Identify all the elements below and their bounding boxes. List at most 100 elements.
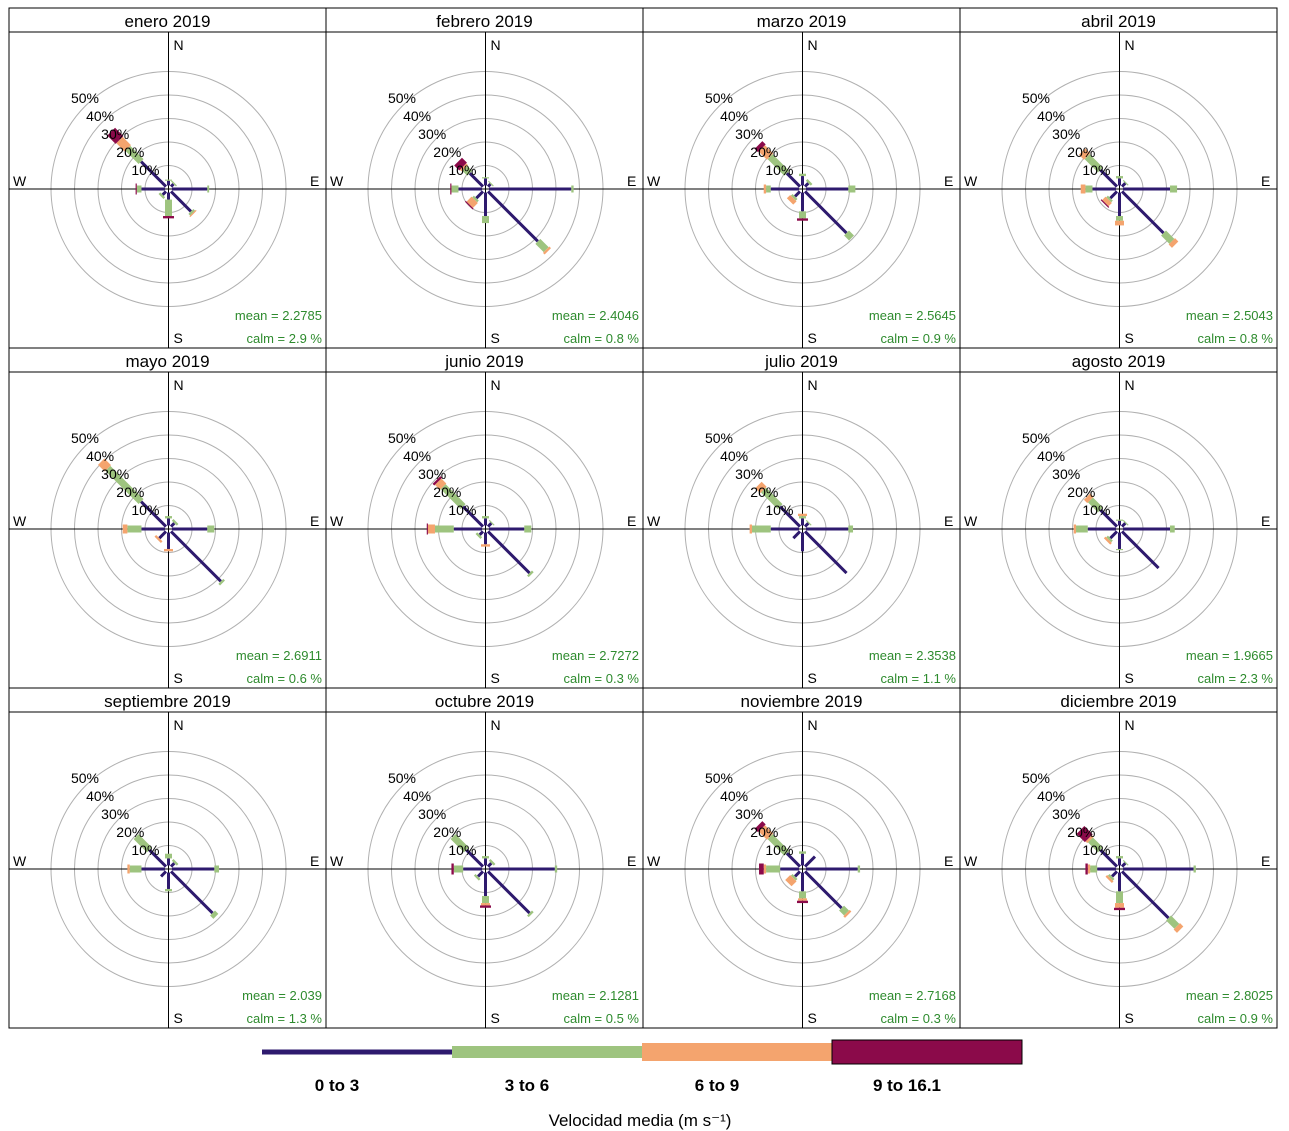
rose-segment bbox=[1120, 190, 1165, 235]
rose-segment bbox=[169, 862, 176, 868]
rose-segment bbox=[169, 870, 214, 915]
radial-tick-label: 20% bbox=[116, 484, 144, 500]
wind-rose-panel: agosto 2019 N S W E 10% 20% 30% 40% 50% mean = 1.9… bbox=[959, 347, 1278, 689]
rose-segment bbox=[1078, 148, 1091, 160]
direction-label-n: N bbox=[1125, 717, 1135, 733]
rose-segment bbox=[454, 157, 467, 171]
radial-tick-label: 40% bbox=[403, 108, 431, 124]
panel-strip bbox=[8, 687, 327, 713]
rose-segment bbox=[462, 165, 473, 176]
direction-label-n: N bbox=[808, 377, 818, 393]
rose-segment bbox=[432, 476, 443, 486]
radial-tick-label: 30% bbox=[1052, 806, 1080, 822]
rose-segment bbox=[803, 190, 848, 235]
rose-segment bbox=[1161, 230, 1175, 244]
rose-segment bbox=[154, 534, 163, 543]
radial-tick-label: 50% bbox=[1022, 430, 1050, 446]
calm-label: calm = 0.3 % bbox=[880, 1011, 956, 1026]
direction-label-s: S bbox=[1125, 670, 1134, 686]
rose-segment bbox=[1102, 196, 1112, 207]
panel-plot-area: N S W E 10% 20% 30% 40% 50% mean = 2.8025 calm = 0… bbox=[960, 712, 1277, 1028]
rose-segment bbox=[475, 532, 483, 539]
rose-segment bbox=[803, 870, 843, 910]
radial-tick-label: 20% bbox=[433, 144, 461, 160]
radial-tick-label: 20% bbox=[750, 824, 778, 840]
radial-tick-label: 10% bbox=[448, 842, 476, 858]
radial-tick-label: 20% bbox=[116, 144, 144, 160]
rose-segment bbox=[189, 209, 197, 218]
mean-label: mean = 2.3538 bbox=[869, 648, 956, 663]
panel-plot-area: N S W E 10% 20% 30% 40% 50% mean = 2.4046 calm = 0… bbox=[326, 32, 643, 348]
rose-segment bbox=[779, 505, 802, 528]
legend-title: Velocidad media (m s⁻¹) bbox=[549, 1111, 732, 1130]
calm-label: calm = 1.3 % bbox=[246, 1011, 322, 1026]
calm-label: calm = 0.9 % bbox=[1197, 1011, 1273, 1026]
wind-rose-panel: junio 2019 N S W E 10% 20% 30% 40% 50% mean = 2.72… bbox=[325, 347, 644, 689]
rose-segment bbox=[805, 179, 813, 186]
radial-tick-label: 10% bbox=[765, 502, 793, 518]
rose-segment bbox=[793, 870, 802, 878]
direction-label-e: E bbox=[627, 513, 636, 529]
rose-segment bbox=[98, 458, 112, 472]
rose-segment bbox=[158, 530, 168, 540]
direction-label-e: E bbox=[1261, 173, 1270, 189]
rose-segment bbox=[466, 196, 478, 208]
direction-label-n: N bbox=[1125, 377, 1135, 393]
rose-segment bbox=[1107, 874, 1115, 881]
rose-segment bbox=[161, 190, 168, 196]
rose-segment bbox=[486, 190, 539, 243]
legend-swatch bbox=[262, 1049, 452, 1055]
direction-label-e: E bbox=[310, 513, 319, 529]
mean-label: mean = 2.039 bbox=[242, 988, 322, 1003]
radial-tick-label: 30% bbox=[418, 806, 446, 822]
rose-segment bbox=[1166, 915, 1180, 929]
direction-label-s: S bbox=[174, 330, 183, 346]
rose-segment bbox=[1087, 837, 1103, 853]
rose-segment bbox=[760, 487, 783, 510]
direction-label-w: W bbox=[647, 513, 661, 529]
panel-title: diciembre 2019 bbox=[1060, 692, 1176, 711]
calm-label: calm = 2.3 % bbox=[1197, 671, 1273, 686]
rose-segment bbox=[786, 194, 797, 205]
direction-label-e: E bbox=[1261, 853, 1270, 869]
panel-title: noviembre 2019 bbox=[741, 692, 863, 711]
radial-tick-label: 10% bbox=[765, 162, 793, 178]
direction-label-s: S bbox=[491, 1010, 500, 1026]
radial-tick-label: 30% bbox=[735, 466, 763, 482]
radial-tick-label: 50% bbox=[71, 90, 99, 106]
radial-tick-label: 30% bbox=[735, 806, 763, 822]
rose-segment bbox=[486, 522, 493, 528]
rose-segment bbox=[188, 208, 196, 216]
panel-frame bbox=[959, 347, 1278, 689]
rose-segment bbox=[116, 136, 131, 152]
mean-label: mean = 2.5043 bbox=[1186, 308, 1273, 323]
rose-segment bbox=[107, 127, 124, 144]
panel-title: enero 2019 bbox=[124, 12, 210, 31]
mean-label: mean = 2.1281 bbox=[552, 988, 639, 1003]
radial-tick-label: 30% bbox=[735, 126, 763, 142]
rose-segment bbox=[767, 834, 790, 856]
direction-label-e: E bbox=[627, 173, 636, 189]
rose-segment bbox=[464, 200, 474, 210]
panel-plot-area: N S W E 10% 20% 30% 40% 50% mean = 2.2785 calm = 2… bbox=[9, 32, 326, 348]
direction-label-s: S bbox=[808, 1010, 817, 1026]
panel-frame bbox=[8, 7, 327, 349]
rose-segment bbox=[1087, 497, 1103, 513]
direction-label-w: W bbox=[330, 513, 344, 529]
rose-segment bbox=[803, 522, 810, 528]
rose-segment bbox=[169, 190, 192, 213]
radial-tick-label: 30% bbox=[418, 466, 446, 482]
legend-swatch bbox=[452, 1046, 642, 1058]
calm-label: calm = 2.9 % bbox=[246, 331, 322, 346]
wind-rose-panel: julio 2019 N S W E 10% 20% 30% 40% 50% mean = 2.35… bbox=[642, 347, 961, 689]
rose-segment bbox=[758, 825, 774, 840]
panel-title: julio 2019 bbox=[764, 352, 838, 371]
rose-segment bbox=[210, 910, 219, 919]
rose-segment bbox=[476, 870, 485, 878]
mean-label: mean = 2.7272 bbox=[552, 648, 639, 663]
radial-tick-label: 20% bbox=[1067, 144, 1095, 160]
direction-label-n: N bbox=[808, 37, 818, 53]
rose-segment bbox=[1099, 508, 1119, 528]
calm-label: calm = 1.1 % bbox=[880, 671, 956, 686]
rose-segment bbox=[843, 909, 852, 918]
